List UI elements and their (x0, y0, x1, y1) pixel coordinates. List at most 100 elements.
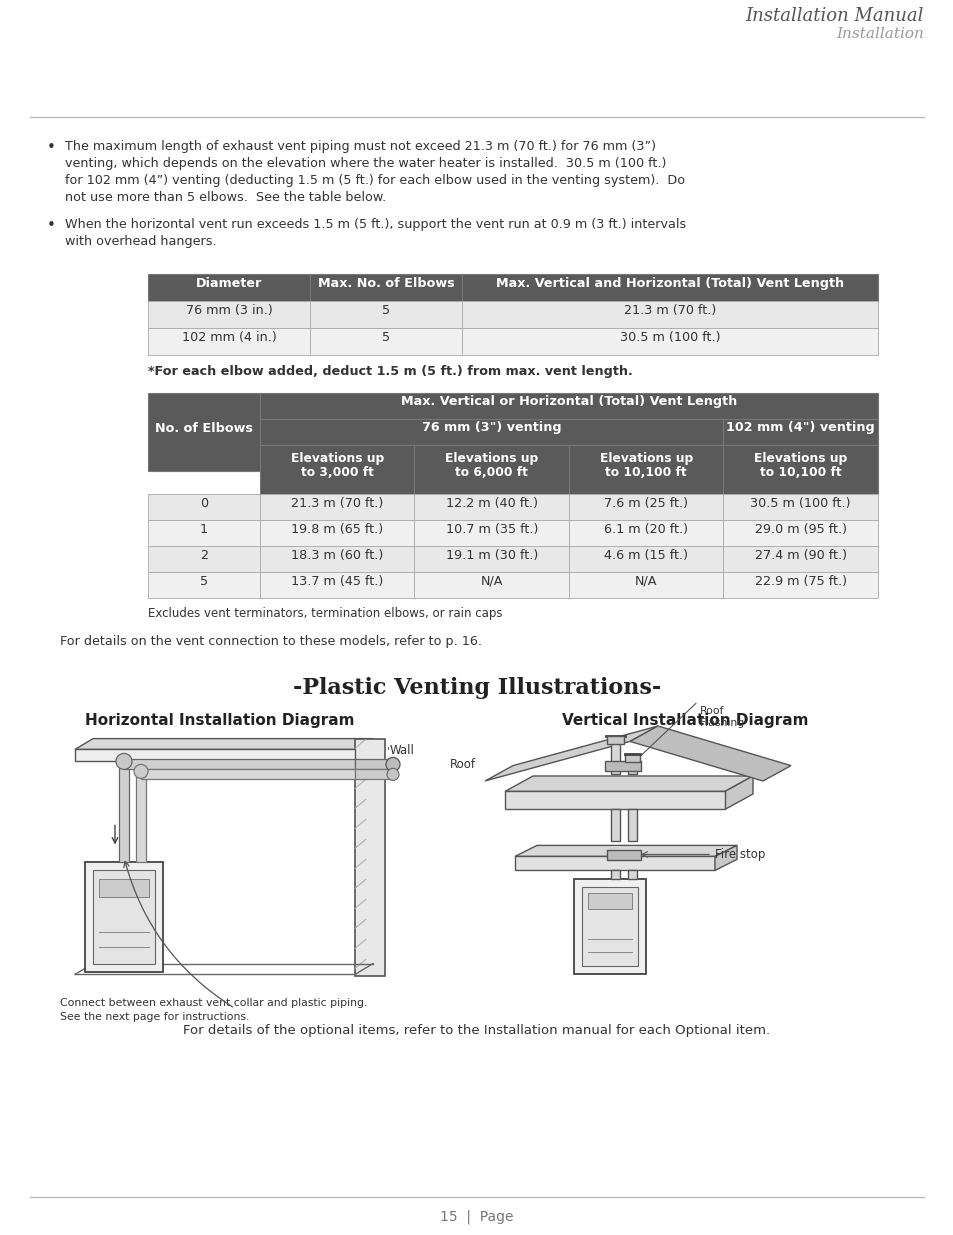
Text: 102 mm (4") venting: 102 mm (4") venting (725, 421, 874, 435)
Text: Installation: Installation (835, 27, 923, 41)
Text: 21.3 m (70 ft.): 21.3 m (70 ft.) (623, 304, 716, 317)
Circle shape (133, 764, 148, 778)
Text: 7.6 m (25 ft.): 7.6 m (25 ft.) (603, 496, 687, 510)
Polygon shape (515, 846, 737, 856)
Bar (627, 809, 637, 841)
Text: with overhead hangers.: with overhead hangers. (65, 235, 216, 248)
Text: 5: 5 (381, 331, 390, 345)
Bar (461, 274, 877, 301)
Bar (461, 329, 877, 354)
Bar (568, 520, 722, 546)
Text: Max. No. of Elbows: Max. No. of Elbows (317, 277, 454, 290)
Text: -Plastic Venting Illustrations-: -Plastic Venting Illustrations- (293, 678, 660, 699)
Bar (722, 419, 877, 445)
Text: 1: 1 (200, 522, 208, 536)
Text: 12.2 m (40 ft.): 12.2 m (40 ft.) (445, 496, 537, 510)
Bar (148, 494, 260, 520)
Bar (148, 572, 260, 599)
Bar (260, 572, 414, 599)
Circle shape (386, 757, 399, 772)
Bar (414, 520, 568, 546)
Text: Roof: Roof (450, 758, 476, 771)
Text: Max. Vertical or Horizontal (Total) Vent Length: Max. Vertical or Horizontal (Total) Vent… (400, 395, 737, 409)
Bar (148, 301, 310, 329)
Bar (610, 871, 619, 879)
Text: 21.3 m (70 ft.): 21.3 m (70 ft.) (291, 496, 383, 510)
Text: 76 mm (3") venting: 76 mm (3") venting (421, 421, 561, 435)
Text: Elevations up: Elevations up (753, 452, 846, 466)
Bar (310, 301, 461, 329)
Text: 27.4 m (90 ft.): 27.4 m (90 ft.) (754, 548, 846, 562)
Text: Elevations up: Elevations up (599, 452, 692, 466)
Bar (515, 856, 714, 871)
Text: 18.3 m (60 ft.): 18.3 m (60 ft.) (291, 548, 383, 562)
Circle shape (387, 768, 398, 781)
Bar (414, 546, 568, 572)
Text: The maximum length of exhaust vent piping must not exceed 21.3 m (70 ft.) for 76: The maximum length of exhaust vent pipin… (65, 140, 656, 153)
Text: No. of Elbows: No. of Elbows (155, 421, 253, 435)
Bar (136, 772, 146, 862)
Text: 102 mm (4 in.): 102 mm (4 in.) (181, 331, 276, 345)
Bar (627, 755, 637, 774)
Bar (722, 494, 877, 520)
Text: 5: 5 (381, 304, 390, 317)
Polygon shape (484, 726, 658, 781)
Bar (722, 520, 877, 546)
Bar (260, 520, 414, 546)
Bar (722, 546, 877, 572)
Polygon shape (75, 739, 373, 750)
Text: For details of the optional items, refer to the Installation manual for each Opt: For details of the optional items, refer… (183, 1024, 770, 1037)
Text: 15  |  Page: 15 | Page (439, 1210, 514, 1224)
Bar (85, 862, 163, 972)
Polygon shape (629, 726, 790, 781)
Text: 19.1 m (30 ft.): 19.1 m (30 ft.) (445, 548, 537, 562)
Bar (461, 301, 877, 329)
Text: 6.1 m (20 ft.): 6.1 m (20 ft.) (603, 522, 687, 536)
Text: to 6,000 ft: to 6,000 ft (455, 466, 528, 479)
Text: Installation Manual: Installation Manual (745, 7, 923, 25)
Text: •: • (47, 219, 56, 233)
Bar (260, 445, 414, 494)
Bar (148, 393, 260, 471)
Bar (581, 888, 638, 967)
Text: N/A: N/A (635, 576, 657, 588)
Text: Roof
Flashing: Roof Flashing (700, 706, 744, 727)
Bar (504, 792, 724, 809)
Text: When the horizontal vent run exceeds 1.5 m (5 ft.), support the vent run at 0.9 : When the horizontal vent run exceeds 1.5… (65, 219, 685, 231)
Text: 0: 0 (200, 496, 208, 510)
Bar (260, 546, 414, 572)
Bar (722, 572, 877, 599)
Circle shape (116, 753, 132, 769)
Bar (119, 762, 129, 862)
Text: Elevations up: Elevations up (445, 452, 537, 466)
Text: for 102 mm (4”) venting (deducting 1.5 m (5 ft.) for each elbow used in the vent: for 102 mm (4”) venting (deducting 1.5 m… (65, 174, 684, 186)
Bar (587, 893, 631, 909)
Bar (568, 546, 722, 572)
Text: •: • (47, 140, 56, 156)
Bar (624, 755, 639, 762)
Text: Connect between exhaust vent collar and plastic piping.: Connect between exhaust vent collar and … (60, 998, 367, 1009)
Bar (310, 274, 461, 301)
Polygon shape (714, 846, 737, 871)
Bar (414, 572, 568, 599)
Bar (355, 760, 390, 769)
Text: Elevations up: Elevations up (291, 452, 383, 466)
Text: 30.5 m (100 ft.): 30.5 m (100 ft.) (750, 496, 850, 510)
Bar (148, 274, 310, 301)
Text: to 10,100 ft: to 10,100 ft (760, 466, 841, 479)
Text: 4.6 m (15 ft.): 4.6 m (15 ft.) (603, 548, 687, 562)
Bar (414, 445, 568, 494)
Bar (260, 494, 414, 520)
Text: N/A: N/A (480, 576, 502, 588)
Text: 10.7 m (35 ft.): 10.7 m (35 ft.) (445, 522, 537, 536)
Bar (627, 871, 637, 879)
Text: 19.8 m (65 ft.): 19.8 m (65 ft.) (291, 522, 383, 536)
Bar (260, 419, 722, 445)
Text: to 10,100 ft: to 10,100 ft (605, 466, 686, 479)
Text: Vertical Installation Diagram: Vertical Installation Diagram (561, 714, 807, 729)
Text: not use more than 5 elbows.  See the table below.: not use more than 5 elbows. See the tabl… (65, 191, 386, 204)
Text: 22.9 m (75 ft.): 22.9 m (75 ft.) (754, 576, 846, 588)
Text: Wall: Wall (390, 745, 415, 757)
Bar (75, 750, 355, 762)
Bar (610, 809, 619, 841)
